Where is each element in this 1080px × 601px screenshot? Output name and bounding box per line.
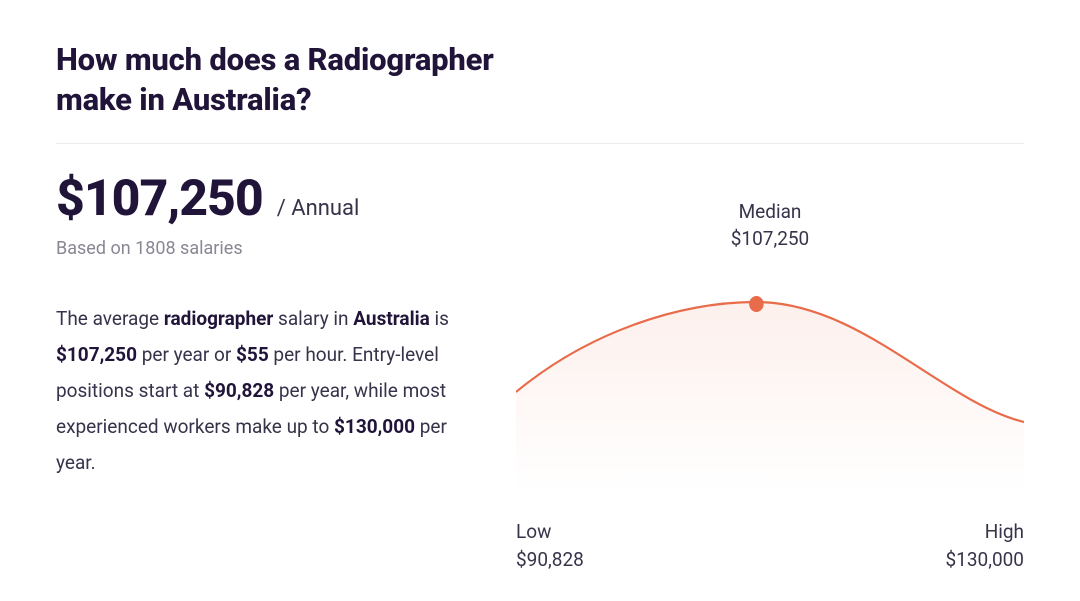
high-label: High bbox=[946, 518, 1025, 547]
salary-distribution-chart: Median $107,250 Lo bbox=[516, 170, 1024, 530]
median-marker bbox=[749, 296, 764, 312]
curve-fill bbox=[516, 302, 1024, 492]
content-row: $107,250 / Annual Based on 1808 salaries… bbox=[56, 170, 1024, 530]
salary-headline: $107,250 / Annual bbox=[56, 170, 496, 228]
desc-text: The average bbox=[56, 307, 164, 330]
median-value: $107,250 bbox=[516, 225, 1024, 253]
median-label: Median bbox=[516, 198, 1024, 226]
desc-text: per year or bbox=[137, 343, 236, 366]
high-block: High $130,000 bbox=[946, 518, 1025, 575]
desc-country: Australia bbox=[353, 307, 430, 330]
distribution-curve-svg bbox=[516, 292, 1024, 492]
desc-year-amount: $107,250 bbox=[56, 343, 137, 366]
page: How much does a Radiographer make in Aus… bbox=[0, 0, 1080, 530]
page-title: How much does a Radiographer make in Aus… bbox=[56, 40, 576, 121]
low-block: Low $90,828 bbox=[516, 518, 584, 575]
based-on: Based on 1808 salaries bbox=[56, 238, 496, 259]
salary-amount: $107,250 bbox=[56, 170, 263, 228]
desc-text: is bbox=[430, 307, 449, 330]
axis-labels: Low $90,828 High $130,000 bbox=[516, 518, 1024, 575]
low-value: $90,828 bbox=[516, 546, 584, 575]
desc-text: salary in bbox=[273, 307, 353, 330]
left-column: $107,250 / Annual Based on 1808 salaries… bbox=[56, 170, 496, 530]
summary-description: The average radiographer salary in Austr… bbox=[56, 301, 476, 481]
high-value: $130,000 bbox=[946, 546, 1025, 575]
desc-entry-amount: $90,828 bbox=[204, 379, 274, 402]
median-label-block: Median $107,250 bbox=[516, 198, 1024, 253]
divider bbox=[56, 143, 1024, 144]
right-column: Median $107,250 Lo bbox=[516, 170, 1024, 530]
desc-top-amount: $130,000 bbox=[334, 415, 415, 438]
desc-role: radiographer bbox=[164, 307, 274, 330]
low-label: Low bbox=[516, 518, 584, 547]
desc-hour-amount: $55 bbox=[236, 343, 269, 366]
salary-period: / Annual bbox=[277, 196, 360, 221]
